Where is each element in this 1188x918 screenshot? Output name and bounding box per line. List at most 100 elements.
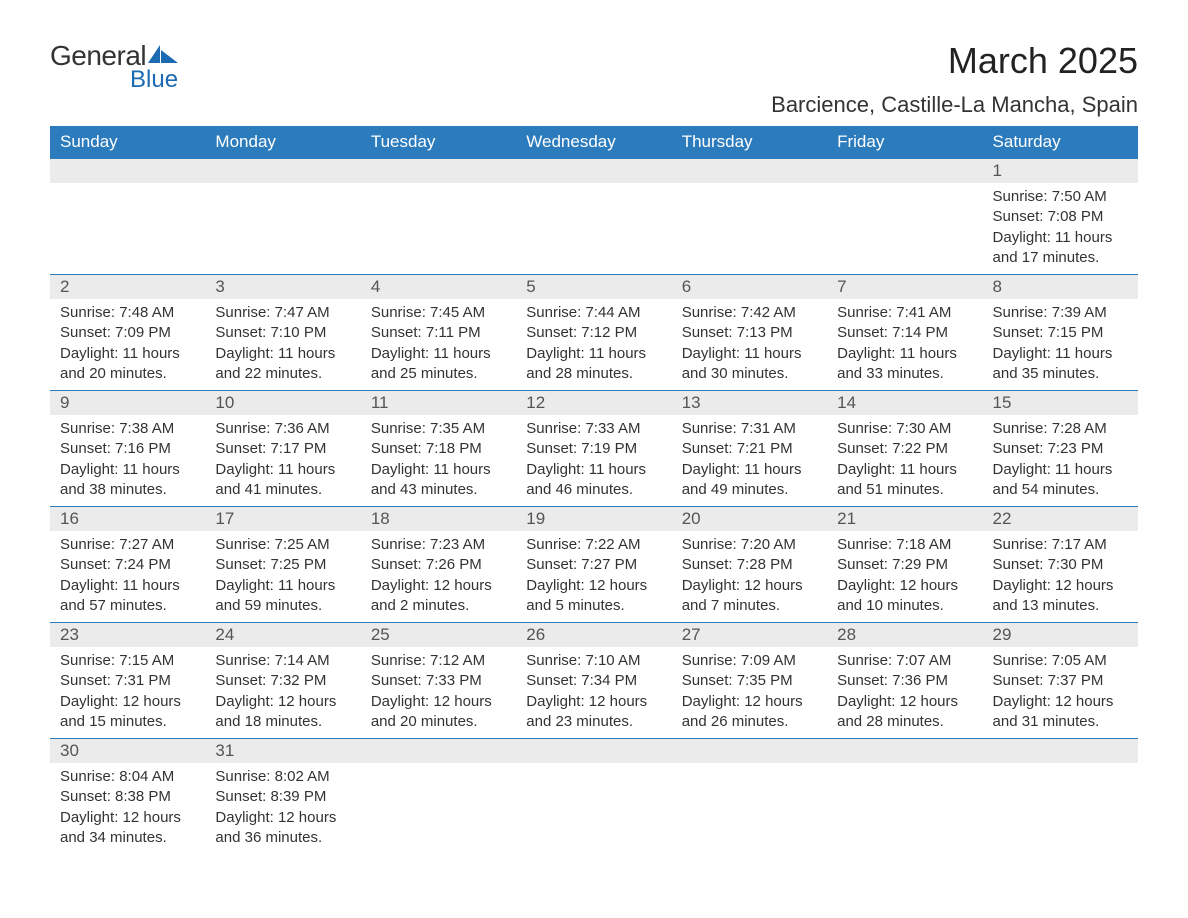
- day-data: Sunrise: 7:33 AMSunset: 7:19 PMDaylight:…: [516, 415, 671, 506]
- week-data-row: Sunrise: 7:50 AMSunset: 7:08 PMDaylight:…: [50, 183, 1138, 275]
- day-number: 1: [983, 159, 1138, 183]
- week-daynum-row: 3031: [50, 739, 1138, 764]
- day-number-cell: 24: [205, 623, 360, 648]
- day-data-cell: Sunrise: 7:28 AMSunset: 7:23 PMDaylight:…: [983, 415, 1138, 507]
- day-number-cell: 10: [205, 391, 360, 416]
- logo: General Blue: [50, 40, 178, 94]
- empty-cell: [672, 183, 827, 275]
- day-data-cell: Sunrise: 7:07 AMSunset: 7:36 PMDaylight:…: [827, 647, 982, 739]
- week-data-row: Sunrise: 7:38 AMSunset: 7:16 PMDaylight:…: [50, 415, 1138, 507]
- day-data-cell: Sunrise: 7:44 AMSunset: 7:12 PMDaylight:…: [516, 299, 671, 391]
- day-data: Sunrise: 7:20 AMSunset: 7:28 PMDaylight:…: [672, 531, 827, 622]
- day-data: Sunrise: 7:31 AMSunset: 7:21 PMDaylight:…: [672, 415, 827, 506]
- day-number: 8: [983, 275, 1138, 299]
- empty-cell: [205, 183, 360, 275]
- day-data-cell: Sunrise: 7:27 AMSunset: 7:24 PMDaylight:…: [50, 531, 205, 623]
- day-data: Sunrise: 7:47 AMSunset: 7:10 PMDaylight:…: [205, 299, 360, 390]
- day-data: Sunrise: 8:04 AMSunset: 8:38 PMDaylight:…: [50, 763, 205, 854]
- day-number-cell: 29: [983, 623, 1138, 648]
- day-number: 15: [983, 391, 1138, 415]
- empty-cell: [361, 183, 516, 275]
- empty-cell: [672, 159, 827, 184]
- day-data-cell: Sunrise: 7:33 AMSunset: 7:19 PMDaylight:…: [516, 415, 671, 507]
- day-data-cell: Sunrise: 7:14 AMSunset: 7:32 PMDaylight:…: [205, 647, 360, 739]
- day-number: 27: [672, 623, 827, 647]
- empty-cell: [361, 739, 516, 764]
- weekday-header: Wednesday: [516, 126, 671, 159]
- empty-cell: [827, 739, 982, 764]
- week-daynum-row: 1: [50, 159, 1138, 184]
- day-number: 7: [827, 275, 982, 299]
- day-number-cell: 12: [516, 391, 671, 416]
- day-number: 18: [361, 507, 516, 531]
- day-number: 9: [50, 391, 205, 415]
- day-data-cell: Sunrise: 7:09 AMSunset: 7:35 PMDaylight:…: [672, 647, 827, 739]
- day-number-cell: 2: [50, 275, 205, 300]
- day-number-cell: 18: [361, 507, 516, 532]
- day-number: 30: [50, 739, 205, 763]
- calendar-table: SundayMondayTuesdayWednesdayThursdayFrid…: [50, 126, 1138, 854]
- day-number-cell: 8: [983, 275, 1138, 300]
- day-number-cell: 30: [50, 739, 205, 764]
- day-number-cell: 23: [50, 623, 205, 648]
- day-data-cell: Sunrise: 7:20 AMSunset: 7:28 PMDaylight:…: [672, 531, 827, 623]
- empty-cell: [672, 763, 827, 854]
- day-data: Sunrise: 7:15 AMSunset: 7:31 PMDaylight:…: [50, 647, 205, 738]
- day-number: 16: [50, 507, 205, 531]
- day-number: 10: [205, 391, 360, 415]
- day-number-cell: 11: [361, 391, 516, 416]
- day-data-cell: Sunrise: 7:17 AMSunset: 7:30 PMDaylight:…: [983, 531, 1138, 623]
- day-number-cell: 14: [827, 391, 982, 416]
- empty-cell: [672, 739, 827, 764]
- empty-cell: [361, 763, 516, 854]
- page-title: March 2025: [771, 40, 1138, 82]
- day-data: Sunrise: 7:09 AMSunset: 7:35 PMDaylight:…: [672, 647, 827, 738]
- day-data-cell: Sunrise: 7:38 AMSunset: 7:16 PMDaylight:…: [50, 415, 205, 507]
- day-data: Sunrise: 7:50 AMSunset: 7:08 PMDaylight:…: [983, 183, 1138, 274]
- day-data: Sunrise: 7:28 AMSunset: 7:23 PMDaylight:…: [983, 415, 1138, 506]
- day-data-cell: Sunrise: 7:41 AMSunset: 7:14 PMDaylight:…: [827, 299, 982, 391]
- empty-cell: [827, 183, 982, 275]
- day-data-cell: Sunrise: 7:05 AMSunset: 7:37 PMDaylight:…: [983, 647, 1138, 739]
- week-daynum-row: 2345678: [50, 275, 1138, 300]
- day-number: 13: [672, 391, 827, 415]
- empty-cell: [516, 739, 671, 764]
- day-number: 20: [672, 507, 827, 531]
- day-number: 12: [516, 391, 671, 415]
- day-data: Sunrise: 7:38 AMSunset: 7:16 PMDaylight:…: [50, 415, 205, 506]
- weekday-header: Sunday: [50, 126, 205, 159]
- day-number-cell: 21: [827, 507, 982, 532]
- day-number-cell: 27: [672, 623, 827, 648]
- day-number: 21: [827, 507, 982, 531]
- empty-cell: [827, 763, 982, 854]
- day-number-cell: 17: [205, 507, 360, 532]
- weekday-header: Friday: [827, 126, 982, 159]
- day-data-cell: Sunrise: 7:35 AMSunset: 7:18 PMDaylight:…: [361, 415, 516, 507]
- day-data-cell: Sunrise: 7:39 AMSunset: 7:15 PMDaylight:…: [983, 299, 1138, 391]
- week-daynum-row: 16171819202122: [50, 507, 1138, 532]
- weekday-header: Tuesday: [361, 126, 516, 159]
- empty-cell: [516, 763, 671, 854]
- empty-cell: [516, 159, 671, 184]
- day-data-cell: Sunrise: 7:18 AMSunset: 7:29 PMDaylight:…: [827, 531, 982, 623]
- day-number-cell: 31: [205, 739, 360, 764]
- day-number: 3: [205, 275, 360, 299]
- week-data-row: Sunrise: 7:48 AMSunset: 7:09 PMDaylight:…: [50, 299, 1138, 391]
- day-number-cell: 13: [672, 391, 827, 416]
- day-data-cell: Sunrise: 7:50 AMSunset: 7:08 PMDaylight:…: [983, 183, 1138, 275]
- day-number: 17: [205, 507, 360, 531]
- day-number-cell: 3: [205, 275, 360, 300]
- day-number: 25: [361, 623, 516, 647]
- day-number-cell: 22: [983, 507, 1138, 532]
- week-data-row: Sunrise: 7:27 AMSunset: 7:24 PMDaylight:…: [50, 531, 1138, 623]
- day-number-cell: 28: [827, 623, 982, 648]
- day-data-cell: Sunrise: 7:47 AMSunset: 7:10 PMDaylight:…: [205, 299, 360, 391]
- day-data: Sunrise: 7:22 AMSunset: 7:27 PMDaylight:…: [516, 531, 671, 622]
- day-number-cell: 15: [983, 391, 1138, 416]
- day-data-cell: Sunrise: 7:23 AMSunset: 7:26 PMDaylight:…: [361, 531, 516, 623]
- day-data: Sunrise: 7:42 AMSunset: 7:13 PMDaylight:…: [672, 299, 827, 390]
- week-data-row: Sunrise: 8:04 AMSunset: 8:38 PMDaylight:…: [50, 763, 1138, 854]
- day-data-cell: Sunrise: 7:10 AMSunset: 7:34 PMDaylight:…: [516, 647, 671, 739]
- day-number: 26: [516, 623, 671, 647]
- weekday-header: Saturday: [983, 126, 1138, 159]
